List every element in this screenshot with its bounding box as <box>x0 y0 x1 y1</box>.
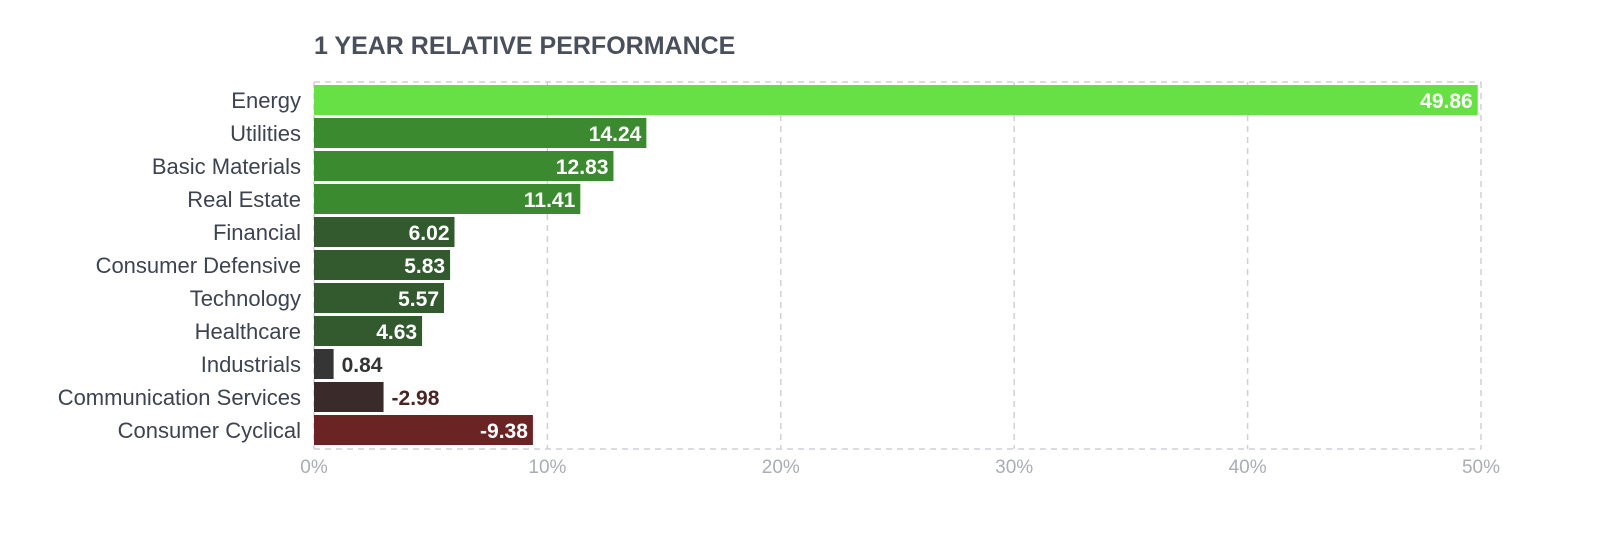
x-tick-labels: 0% 10% 20% 30% 40% 50% <box>300 457 1500 478</box>
value-label: 0.84 <box>342 354 383 377</box>
value-label: 6.02 <box>409 222 450 245</box>
value-labels: 49.86 14.24 12.83 11.41 6.02 5.83 5.57 4.63 0.84… <box>342 90 1473 443</box>
category-label: Healthcare <box>195 319 301 344</box>
category-label: Utilities <box>230 121 301 146</box>
category-labels: Energy Utilities Basic Materials Real Estat… <box>58 88 301 443</box>
value-label: 5.83 <box>404 255 445 278</box>
bars <box>314 85 1478 445</box>
value-label: 11.41 <box>524 189 576 212</box>
category-label: Energy <box>231 88 301 113</box>
value-label: 5.57 <box>398 288 439 311</box>
value-label: 49.86 <box>1420 90 1473 113</box>
category-label: Consumer Defensive <box>96 253 301 278</box>
category-label: Basic Materials <box>152 154 301 179</box>
bar <box>314 415 533 445</box>
x-tick-label: 30% <box>995 457 1033 478</box>
value-label: -9.38 <box>480 420 528 443</box>
category-label: Real Estate <box>187 187 301 212</box>
value-label: 4.63 <box>376 321 417 344</box>
bar <box>314 250 451 280</box>
bar <box>314 184 581 214</box>
bar <box>314 85 1478 115</box>
x-tick-label: 50% <box>1462 457 1500 478</box>
x-tick-label: 40% <box>1229 457 1267 478</box>
chart-title: 1 YEAR RELATIVE PERFORMANCE <box>314 32 735 60</box>
category-label: Financial <box>213 220 301 245</box>
bar <box>314 316 423 346</box>
category-label: Technology <box>190 286 301 311</box>
x-tick-label: 0% <box>300 457 328 478</box>
x-tick-label: 10% <box>528 457 566 478</box>
value-label: 14.24 <box>589 123 642 146</box>
category-label: Industrials <box>201 352 301 377</box>
bar <box>314 118 647 148</box>
bar <box>314 151 614 181</box>
value-label: -2.98 <box>392 387 440 410</box>
value-label: 12.83 <box>556 156 609 179</box>
grid-lines <box>313 81 1482 450</box>
bar <box>314 382 384 412</box>
x-tick-label: 20% <box>762 457 800 478</box>
category-label: Consumer Cyclical <box>118 418 301 443</box>
category-label: Communication Services <box>58 385 301 410</box>
bar <box>314 283 445 313</box>
bar <box>314 349 334 379</box>
bar <box>314 217 455 247</box>
